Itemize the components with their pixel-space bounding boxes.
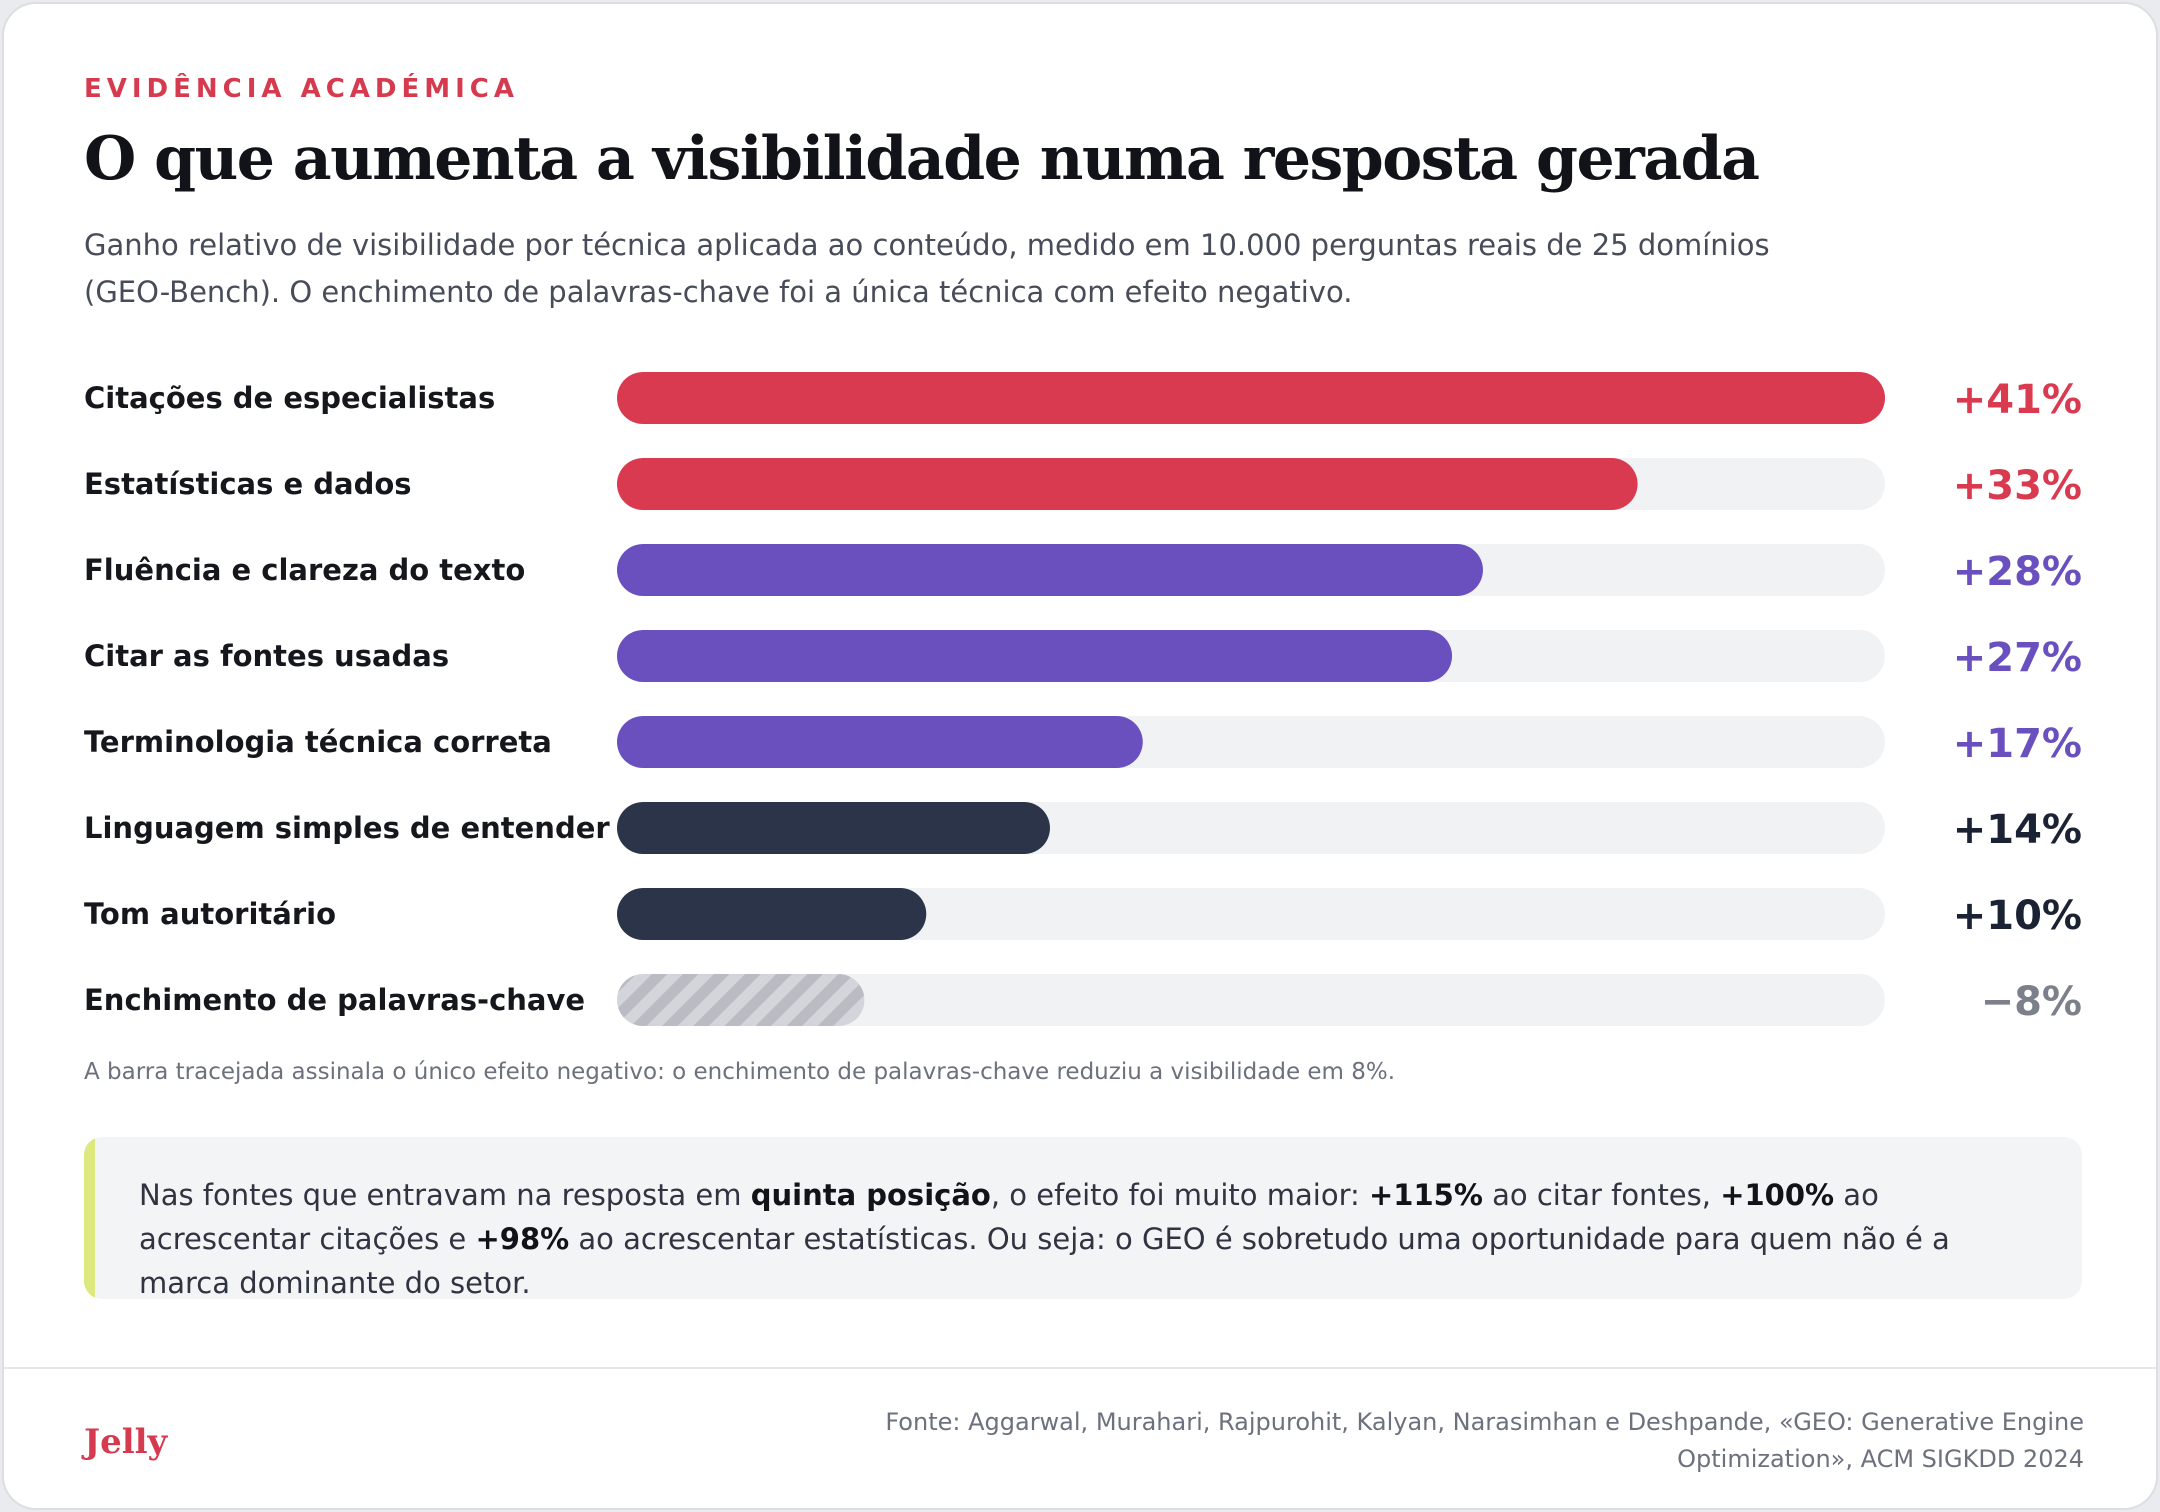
value-label: +10% bbox=[1953, 893, 2082, 939]
category-label: Estatísticas e dados bbox=[84, 467, 412, 501]
value-label: +28% bbox=[1953, 549, 2082, 595]
value-label: +17% bbox=[1953, 721, 2082, 767]
bar bbox=[617, 888, 927, 940]
value-label: +27% bbox=[1953, 635, 2082, 681]
value-label: +33% bbox=[1953, 463, 2082, 509]
bar bbox=[617, 630, 1453, 682]
chart-title: O que aumenta a visibilidade numa respos… bbox=[84, 124, 1760, 194]
bar-track bbox=[617, 974, 1885, 1026]
chart-subtitle: Ganho relativo de visibilidade por técni… bbox=[84, 228, 1770, 309]
value-label: −8% bbox=[1981, 979, 2082, 1025]
value-label: +41% bbox=[1953, 377, 2082, 423]
callout-accent-bar bbox=[84, 1137, 95, 1299]
bar-chart: Citações de especialistas +41% Estatística… bbox=[84, 372, 2082, 1026]
bar bbox=[617, 458, 1638, 510]
callout-text: Nas fontes que entravam na resposta em q… bbox=[139, 1178, 1950, 1299]
bar bbox=[617, 802, 1050, 854]
category-label: Tom autoritário bbox=[84, 897, 336, 931]
jelly-logo: Jelly bbox=[84, 1422, 168, 1462]
bar bbox=[617, 544, 1483, 596]
category-label: Enchimento de palavras-chave bbox=[84, 983, 585, 1017]
chart-footnote: A barra tracejada assinala o único efeit… bbox=[84, 1059, 1396, 1085]
bar bbox=[617, 716, 1143, 768]
bar-negative bbox=[617, 974, 865, 1026]
eyebrow-label: EVIDÊNCIA ACADÉMICA bbox=[84, 74, 520, 104]
source-citation: Fonte: Aggarwal, Murahari, Rajpurohit, K… bbox=[885, 1408, 2084, 1473]
value-label: +14% bbox=[1953, 807, 2082, 853]
category-label: Citar as fontes usadas bbox=[84, 639, 449, 673]
callout-box: Nas fontes que entravam na resposta em q… bbox=[84, 1137, 2082, 1299]
category-label: Linguagem simples de entender bbox=[84, 811, 610, 845]
bar bbox=[617, 372, 1885, 424]
category-label: Terminologia técnica correta bbox=[84, 725, 552, 759]
bar-track bbox=[617, 888, 1885, 940]
footer-divider bbox=[4, 1367, 2156, 1369]
category-label: Citações de especialistas bbox=[84, 381, 495, 415]
category-label: Fluência e clareza do texto bbox=[84, 553, 525, 587]
